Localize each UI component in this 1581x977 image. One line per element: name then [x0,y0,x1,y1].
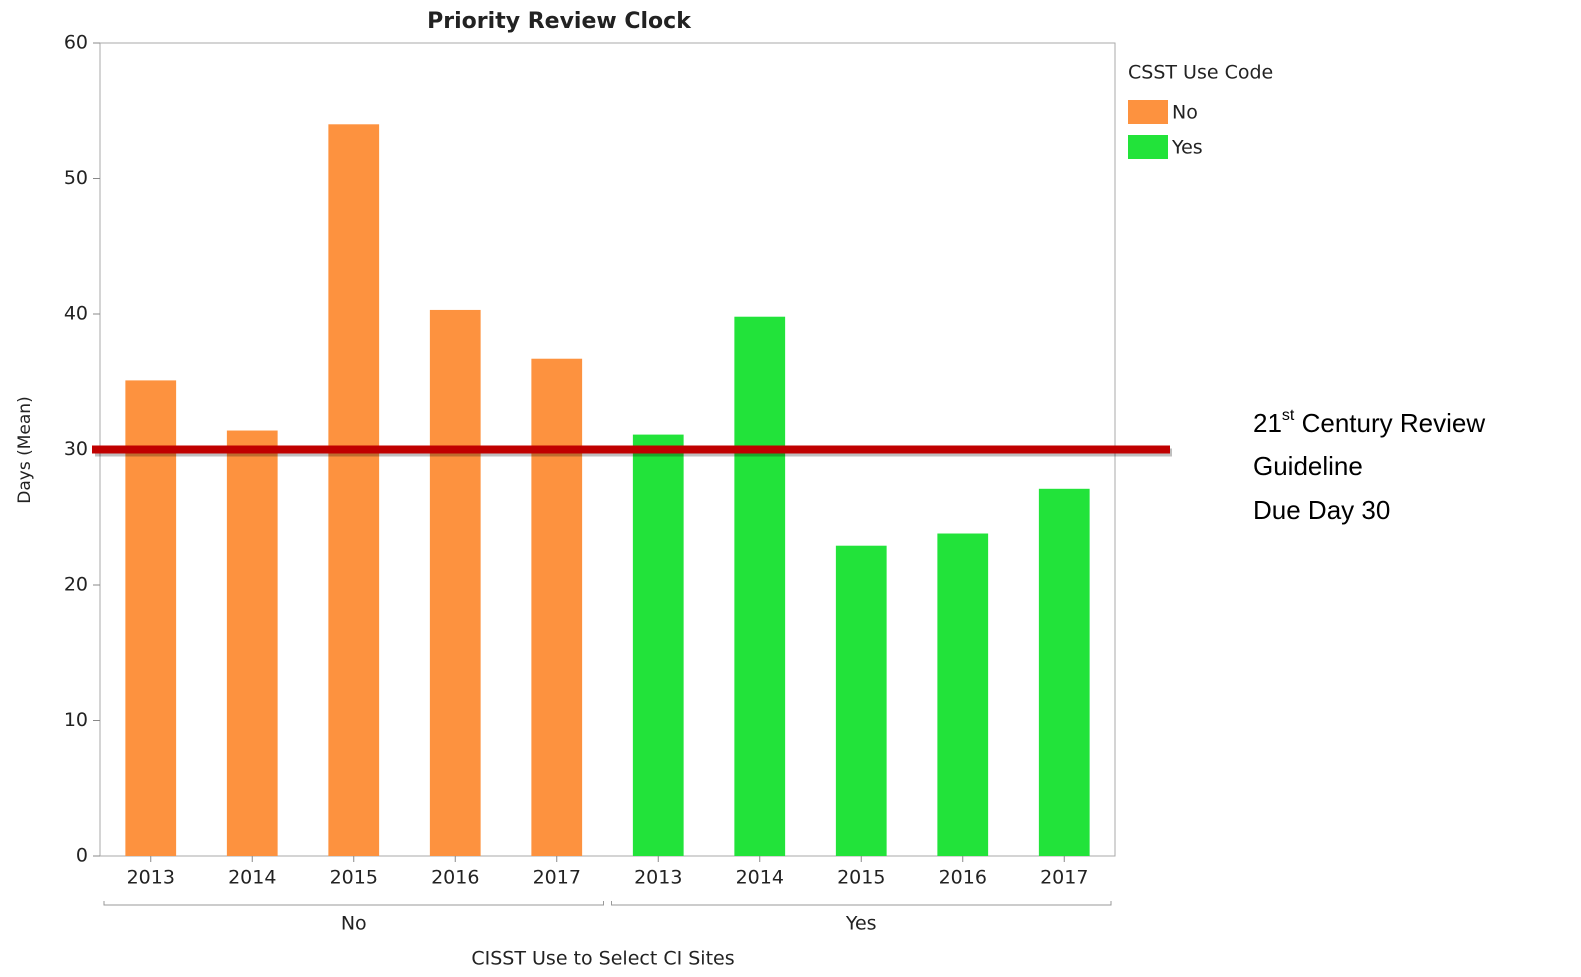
x-axis-label: CISST Use to Select CI Sites [471,948,734,970]
y-tick-label: 50 [64,167,88,189]
annotation-text: Century Review [1294,408,1485,438]
legend-label: No [1172,102,1198,124]
annotation: Guideline [1253,451,1363,481]
x-tick-label: 2014 [736,867,784,889]
x-tick-label: 2013 [127,867,175,889]
group-bracket [103,901,604,906]
y-tick-label: 20 [64,574,88,596]
chart-title: Priority Review Clock [427,9,692,34]
bar [835,545,887,856]
bar [125,380,177,856]
annotation: 21st Century Review [1253,407,1485,438]
x-tick-label: 2016 [431,867,479,889]
x-tick-label: 2014 [228,867,276,889]
x-tick-label: 2016 [939,867,987,889]
group-bracket [611,901,1112,906]
legend-swatch [1128,100,1168,124]
annotation: Due Day 30 [1253,495,1390,525]
bar [937,533,989,856]
group-label: No [341,913,367,935]
group-label: Yes [845,913,877,935]
legend-title: CSST Use Code [1128,62,1273,84]
x-tick-label: 2017 [1040,867,1088,889]
y-tick-label: 40 [64,303,88,325]
y-tick-label: 0 [76,845,88,867]
x-tick-label: 2015 [837,867,885,889]
bar [632,434,684,856]
legend-swatch [1128,135,1168,159]
bar [1038,488,1090,856]
bar [734,316,786,857]
bar [226,430,278,856]
bar [531,358,583,856]
x-tick-label: 2017 [533,867,581,889]
y-tick-label: 60 [64,32,88,54]
y-tick-label: 30 [64,438,88,460]
y-axis-label: Days (Mean) [15,396,35,503]
annotation-text: st [1282,407,1295,424]
x-tick-label: 2013 [634,867,682,889]
legend-label: Yes [1171,137,1203,159]
x-tick-label: 2015 [330,867,378,889]
annotation-text: 21 [1253,408,1282,438]
y-tick-label: 10 [64,709,88,731]
bar [429,309,481,856]
bar [328,124,380,857]
